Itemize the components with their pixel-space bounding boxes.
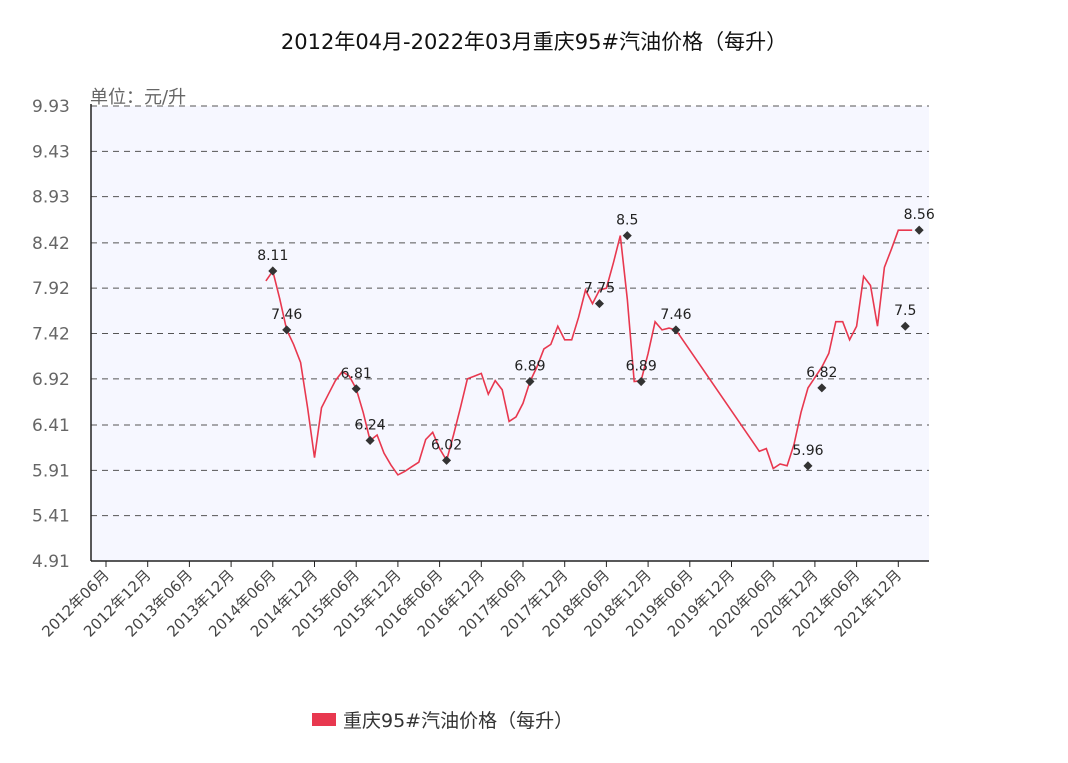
data-label: 6.24 [355,417,386,433]
y-tick-label: 7.42 [32,325,70,345]
legend: 重庆95#汽油价格（每升） [312,707,574,732]
y-axis-ticks: 9.93 9.43 8.93 8.42 7.92 7.42 6.92 6.41 5.91 5.41… [32,97,70,572]
y-tick-label: 4.91 [32,552,70,572]
data-label: 6.81 [341,366,372,382]
data-label: 8.56 [904,207,935,223]
series-line [265,229,913,476]
y-tick-label: 9.93 [32,97,70,117]
data-label: 7.46 [660,307,691,323]
y-tick-label: 6.92 [32,370,70,390]
chart-title: 2012年04月-2022年03月重庆95#汽油价格（每升） [280,30,788,54]
legend-swatch [312,712,336,726]
data-label: 7.46 [271,307,302,323]
y-tick-label: 8.93 [32,188,70,208]
data-label: 8.5 [616,213,638,229]
x-axis-ticks: 2012年06月2012年12月2013年06月2013年12月2014年06月… [38,561,905,641]
data-label: 8.11 [257,248,288,264]
y-tick-label: 6.41 [32,416,70,436]
y-tick-label: 7.92 [32,279,70,299]
data-label: 7.75 [584,281,615,297]
data-label: 6.89 [514,359,545,375]
legend-label: 重庆95#汽油价格（每升） [343,709,574,732]
y-axis-unit-label: 单位：元/升 [90,87,186,108]
y-tick-label: 5.41 [32,507,70,527]
data-label: 6.89 [626,359,657,375]
data-label: 6.82 [806,365,837,381]
y-tick-label: 8.42 [32,234,70,254]
grid-lines [91,105,929,517]
data-label: 5.96 [792,443,823,459]
data-label: 6.02 [431,437,462,453]
y-tick-label: 5.91 [32,461,70,481]
data-label: 7.5 [894,303,916,319]
y-tick-label: 9.43 [32,142,70,162]
